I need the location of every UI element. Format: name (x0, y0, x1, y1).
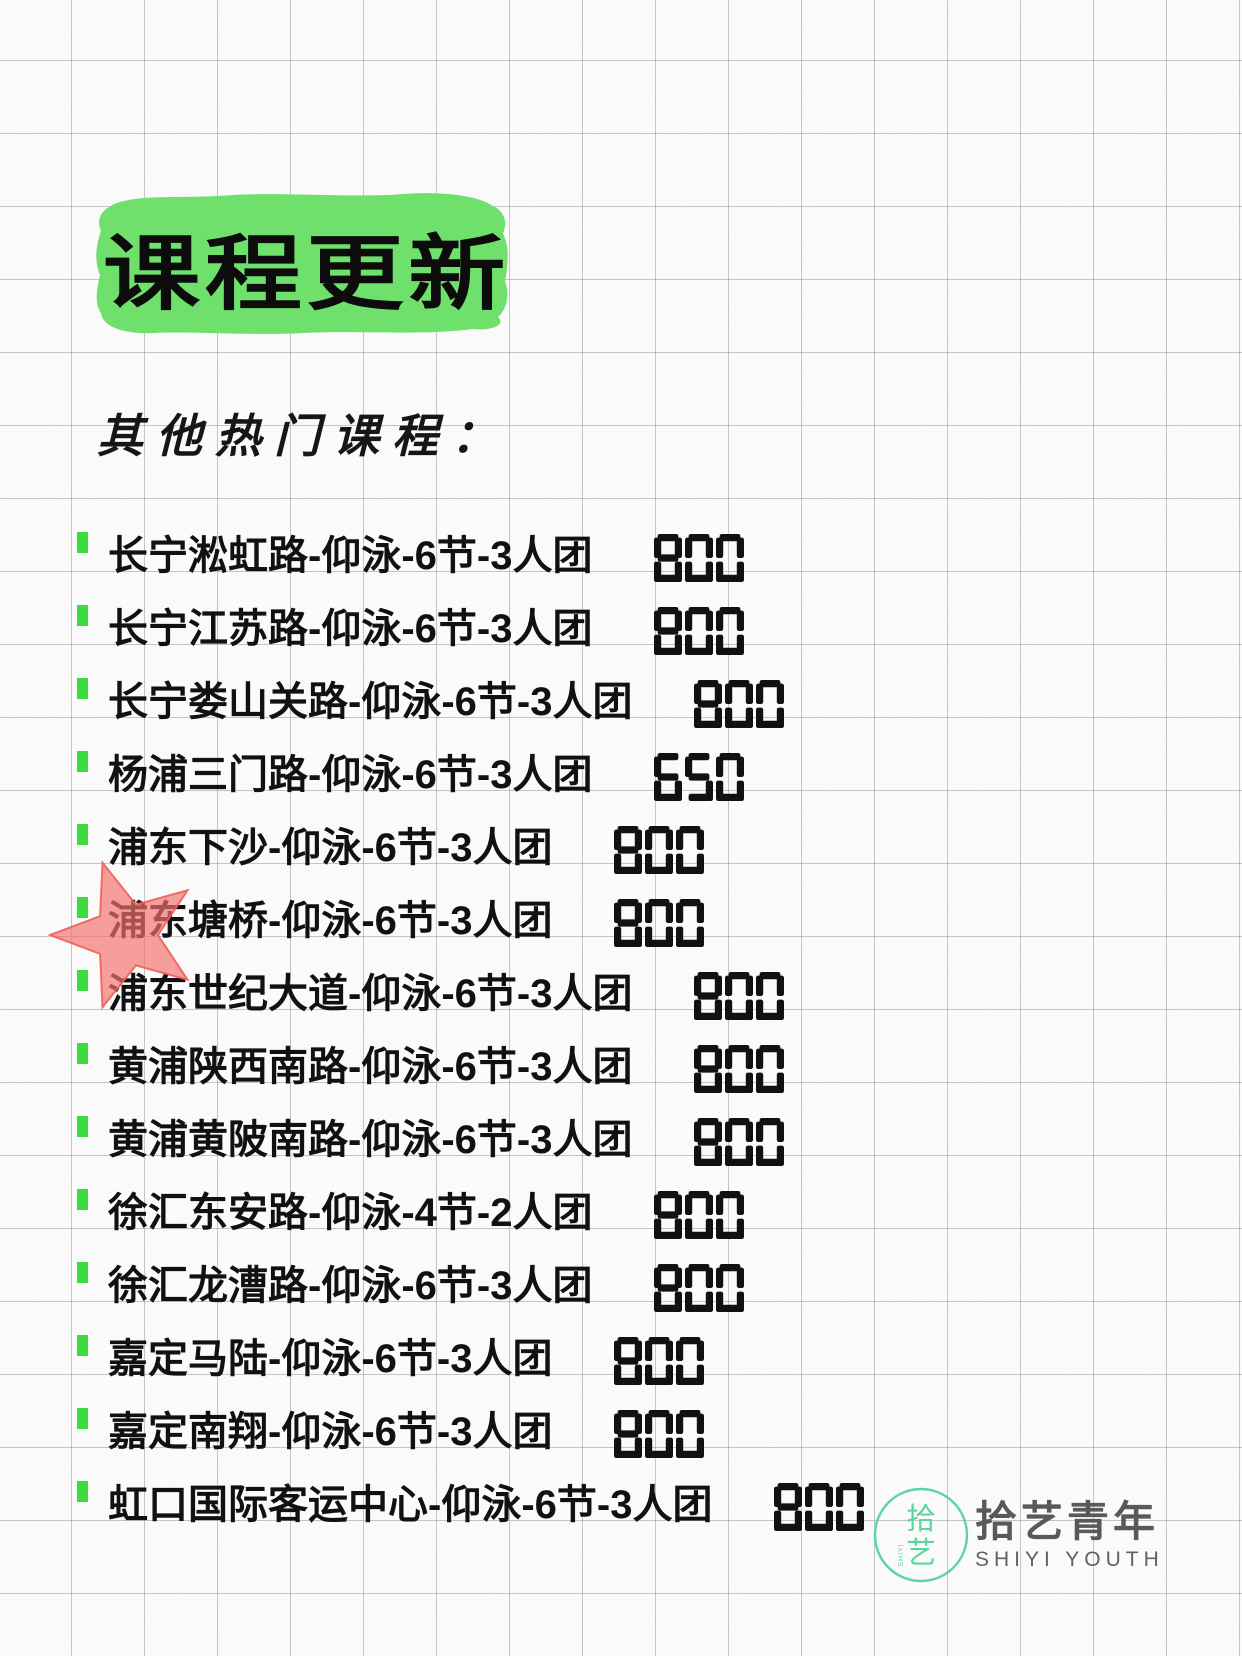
svg-text:SHIYI: SHIYI (898, 1543, 905, 1566)
svg-text:艺: 艺 (906, 1537, 936, 1570)
svg-text:拾: 拾 (906, 1503, 936, 1536)
